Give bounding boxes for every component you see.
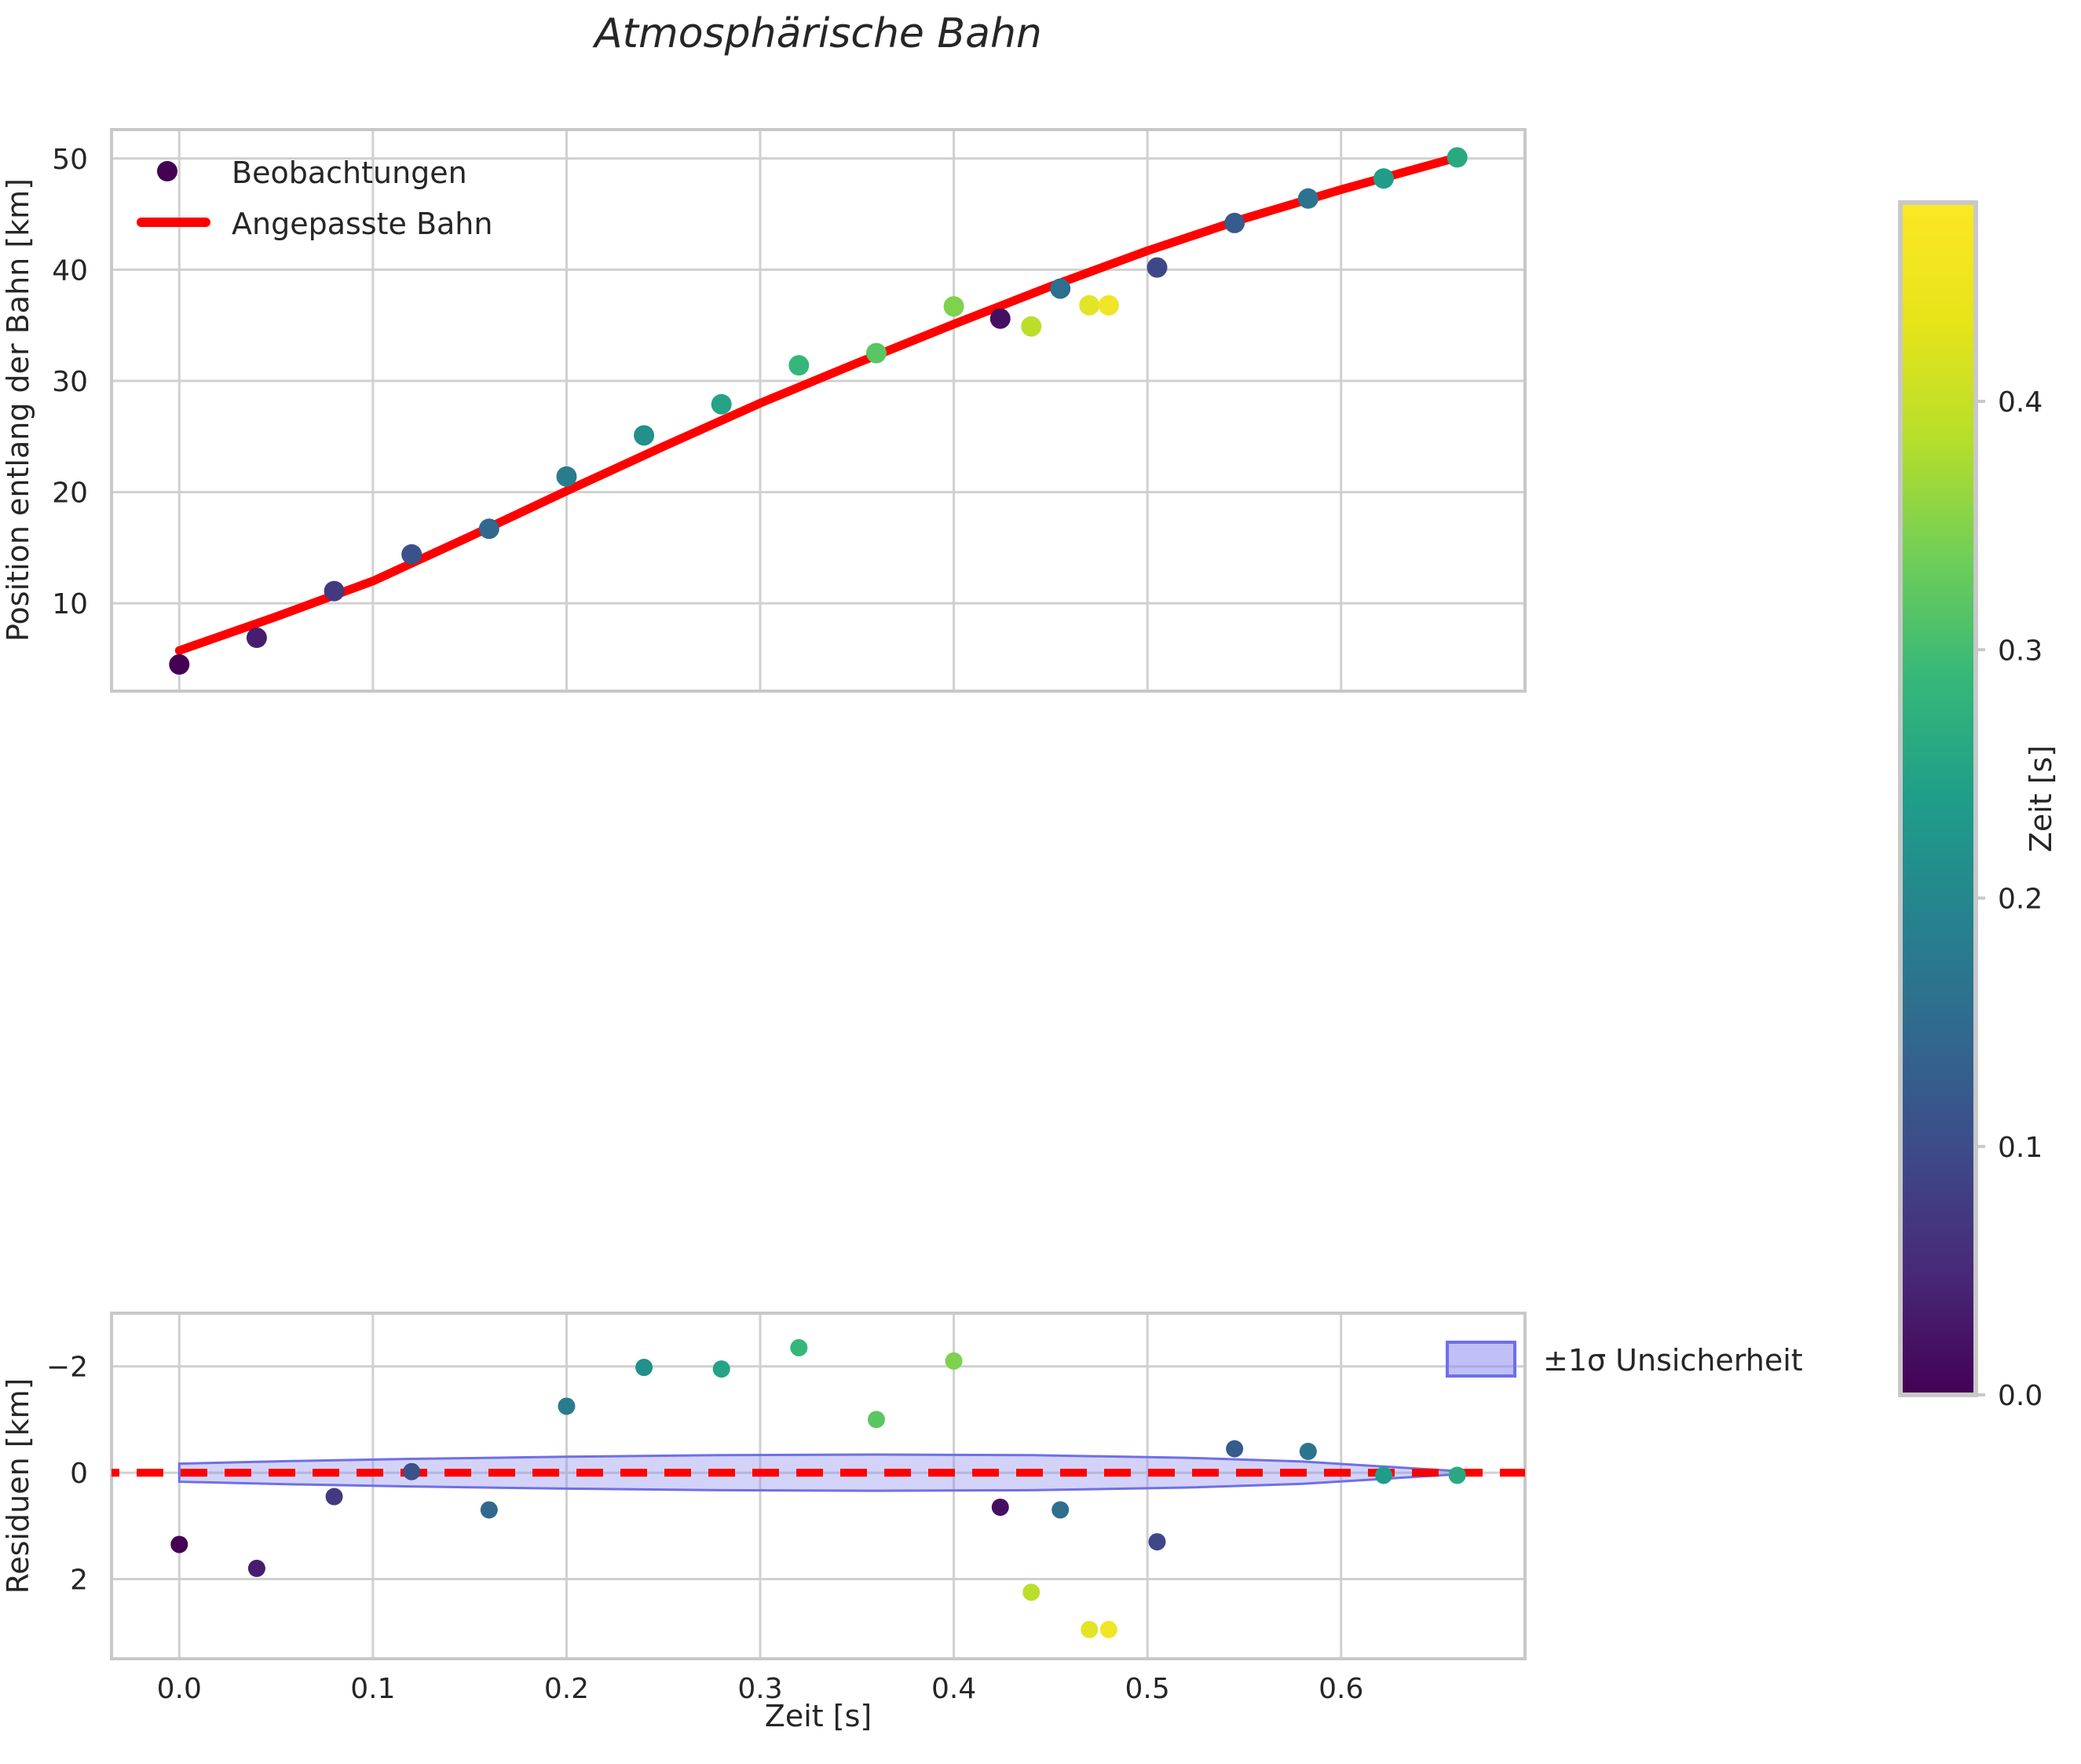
residual-point [1149, 1533, 1166, 1550]
observation-point [324, 581, 345, 602]
main-panel-ytick-labels: 10 20 30 40 50 [52, 144, 88, 620]
residual-point [248, 1560, 265, 1577]
residual-point [1375, 1466, 1392, 1484]
residual-point [1300, 1443, 1317, 1460]
page-title: Atmosphärische Bahn [592, 10, 1042, 57]
svg-text:−2: −2 [46, 1352, 88, 1384]
main-y-axis-label: Position entlang der Bahn [km] [1, 178, 35, 642]
observation-point [556, 467, 576, 487]
svg-text:20: 20 [52, 478, 88, 510]
colorbar-tick-labels: 0.0 0.1 0.2 0.3 0.4 [1976, 386, 2043, 1412]
observation-point [1021, 317, 1041, 337]
svg-text:0.4: 0.4 [1998, 386, 2043, 419]
colorbar-gradient [1900, 203, 1976, 1395]
svg-text:0.1: 0.1 [350, 1673, 395, 1705]
observation-point [711, 394, 732, 415]
residual-point [481, 1501, 498, 1518]
observation-point [1147, 258, 1168, 278]
svg-text:0.0: 0.0 [1998, 1380, 2043, 1412]
residual-point [170, 1535, 188, 1553]
svg-text:0.4: 0.4 [931, 1673, 976, 1705]
legend-label-unsicherheit: ±1σ Unsicherheit [1543, 1343, 1803, 1378]
observation-point [479, 518, 499, 539]
residual-point [403, 1463, 420, 1480]
observation-point [401, 544, 422, 565]
legend-marker-beobachtungen [157, 161, 177, 181]
observation-point [1079, 295, 1099, 316]
residual-point [1081, 1621, 1098, 1638]
residual-legend[interactable]: ±1σ Unsicherheit [1447, 1342, 1803, 1378]
residual-point [635, 1359, 653, 1376]
residual-point [992, 1499, 1009, 1516]
x-axis-label: Zeit [s] [765, 1699, 872, 1733]
svg-text:2: 2 [70, 1564, 88, 1596]
residual-point [945, 1352, 963, 1370]
observation-point [1099, 295, 1119, 316]
residual-point [1100, 1621, 1117, 1638]
svg-text:30: 30 [52, 366, 88, 398]
observation-point [788, 355, 809, 375]
residual-point [790, 1339, 807, 1356]
x-axis-tick-labels: 0.00.10.20.30.40.50.6 [157, 1673, 1364, 1705]
svg-text:0.1: 0.1 [1998, 1132, 2043, 1164]
observation-point [634, 425, 654, 445]
residual-point [1449, 1466, 1466, 1484]
residual-y-axis-label: Residuen [km] [1, 1378, 35, 1594]
observation-point [944, 296, 964, 317]
residual-point [326, 1488, 343, 1506]
svg-text:0: 0 [70, 1458, 88, 1490]
legend-label-angepasste-bahn: Angepasste Bahn [232, 207, 492, 241]
svg-text:0.5: 0.5 [1125, 1673, 1170, 1705]
residual-point [713, 1360, 730, 1378]
legend-marker-unsicherheit [1447, 1342, 1515, 1376]
colorbar-label: Zeit [s] [2024, 745, 2058, 852]
observation-point [1050, 278, 1070, 298]
colorbar[interactable]: 0.0 0.1 0.2 0.3 0.4 Zeit [s] [1900, 203, 2058, 1412]
residual-panel-ytick-labels: 2 0 −2 [46, 1352, 88, 1597]
residual-point [1022, 1583, 1040, 1601]
main-legend[interactable]: Beobachtungen Angepasste Bahn [141, 156, 492, 241]
observation-point [866, 343, 887, 364]
residual-point [558, 1397, 575, 1414]
observation-point [990, 309, 1011, 329]
observation-point [1224, 213, 1245, 233]
legend-label-beobachtungen: Beobachtungen [232, 156, 467, 190]
figure-canvas: Atmosphärische Bahn 1020304050 Position … [0, 0, 2081, 1764]
svg-text:0.2: 0.2 [1998, 884, 2043, 916]
svg-text:0.3: 0.3 [1998, 635, 2043, 667]
observation-point [1298, 188, 1318, 209]
residual-point [868, 1411, 885, 1428]
observation-point [169, 654, 189, 675]
svg-text:0.6: 0.6 [1318, 1673, 1363, 1705]
residual-point [1051, 1501, 1069, 1518]
trajectory-figure: Atmosphärische Bahn 1020304050 Position … [0, 0, 2081, 1764]
svg-text:0.0: 0.0 [157, 1673, 202, 1705]
svg-text:40: 40 [52, 254, 88, 287]
observation-point [1373, 168, 1394, 188]
svg-text:50: 50 [52, 144, 88, 176]
svg-text:10: 10 [52, 588, 88, 620]
svg-text:0.2: 0.2 [544, 1673, 589, 1705]
observation-point [1447, 147, 1468, 167]
observation-point [247, 628, 267, 648]
residual-point [1226, 1440, 1243, 1458]
